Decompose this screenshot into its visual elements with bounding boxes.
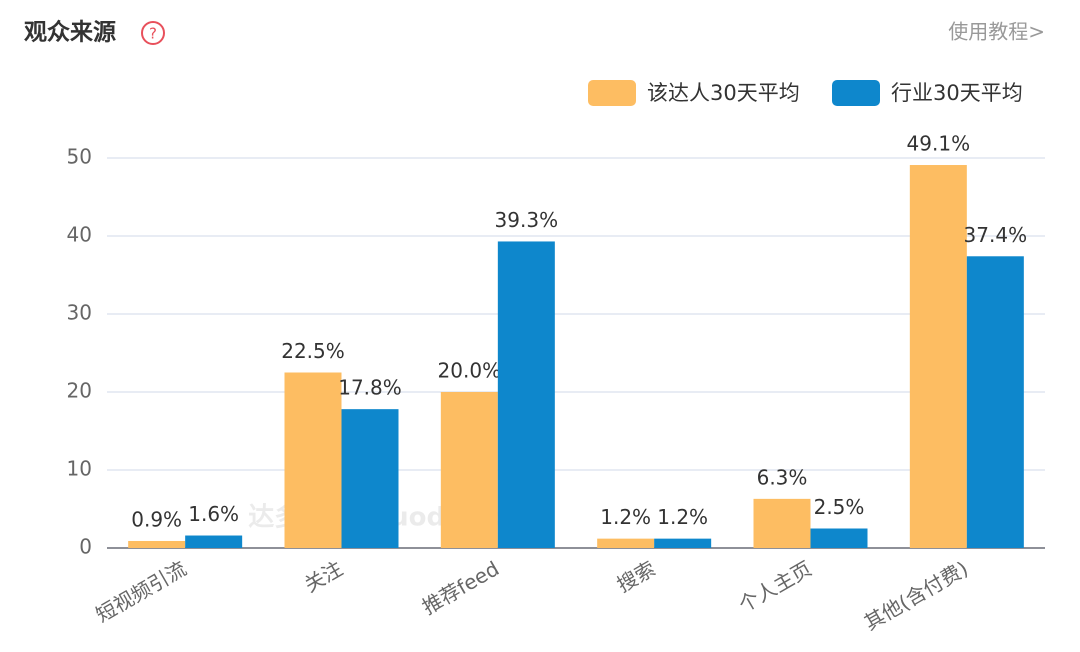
bar bbox=[654, 538, 712, 548]
y-tick-label: 30 bbox=[67, 301, 92, 325]
value-label: 2.5% bbox=[814, 495, 865, 519]
chart-title: 观众来源 bbox=[24, 20, 116, 46]
bar bbox=[909, 165, 967, 548]
value-label: 39.3% bbox=[495, 208, 559, 232]
legend-label[interactable]: 该达人30天平均 bbox=[647, 81, 800, 105]
bar bbox=[440, 392, 498, 548]
help-text[interactable]: ? bbox=[149, 25, 157, 43]
x-tick-label: 短视频引流 bbox=[92, 556, 191, 627]
bar bbox=[810, 528, 868, 548]
bar bbox=[185, 535, 243, 548]
value-label: 1.2% bbox=[600, 505, 651, 529]
value-label: 20.0% bbox=[438, 359, 502, 383]
legend-label[interactable]: 行业30天平均 bbox=[891, 81, 1023, 105]
x-tick-label: 推荐feed bbox=[418, 556, 503, 619]
bar bbox=[497, 241, 555, 548]
value-label: 1.6% bbox=[188, 502, 239, 526]
bar bbox=[284, 372, 342, 548]
y-tick-label: 50 bbox=[67, 145, 92, 169]
help-circle[interactable] bbox=[141, 21, 165, 45]
x-tick-label: 其他(含付费) bbox=[860, 556, 972, 635]
bar bbox=[597, 538, 655, 548]
x-tick-label: 关注 bbox=[300, 556, 347, 597]
y-tick-label: 20 bbox=[67, 379, 92, 403]
value-label: 6.3% bbox=[757, 465, 808, 489]
x-tick-label: 搜索 bbox=[613, 556, 660, 597]
value-label: 37.4% bbox=[964, 223, 1028, 247]
y-tick-label: 0 bbox=[79, 535, 92, 559]
bar bbox=[128, 540, 186, 548]
bar bbox=[341, 409, 399, 548]
x-tick-label: 个人主页 bbox=[734, 556, 815, 617]
value-label: 0.9% bbox=[131, 507, 182, 531]
bar bbox=[753, 498, 811, 548]
value-label: 17.8% bbox=[338, 376, 402, 400]
y-tick-label: 40 bbox=[67, 223, 92, 247]
help-icon[interactable]: ? bbox=[141, 21, 165, 45]
legend-swatch[interactable] bbox=[832, 80, 880, 106]
legend-swatch[interactable] bbox=[588, 80, 636, 106]
bar bbox=[966, 256, 1024, 548]
y-tick-label: 10 bbox=[67, 457, 92, 481]
value-label: 49.1% bbox=[907, 132, 971, 156]
tutorial-link[interactable]: 使用教程> bbox=[948, 20, 1045, 44]
value-label: 1.2% bbox=[657, 505, 708, 529]
value-label: 22.5% bbox=[281, 339, 345, 363]
